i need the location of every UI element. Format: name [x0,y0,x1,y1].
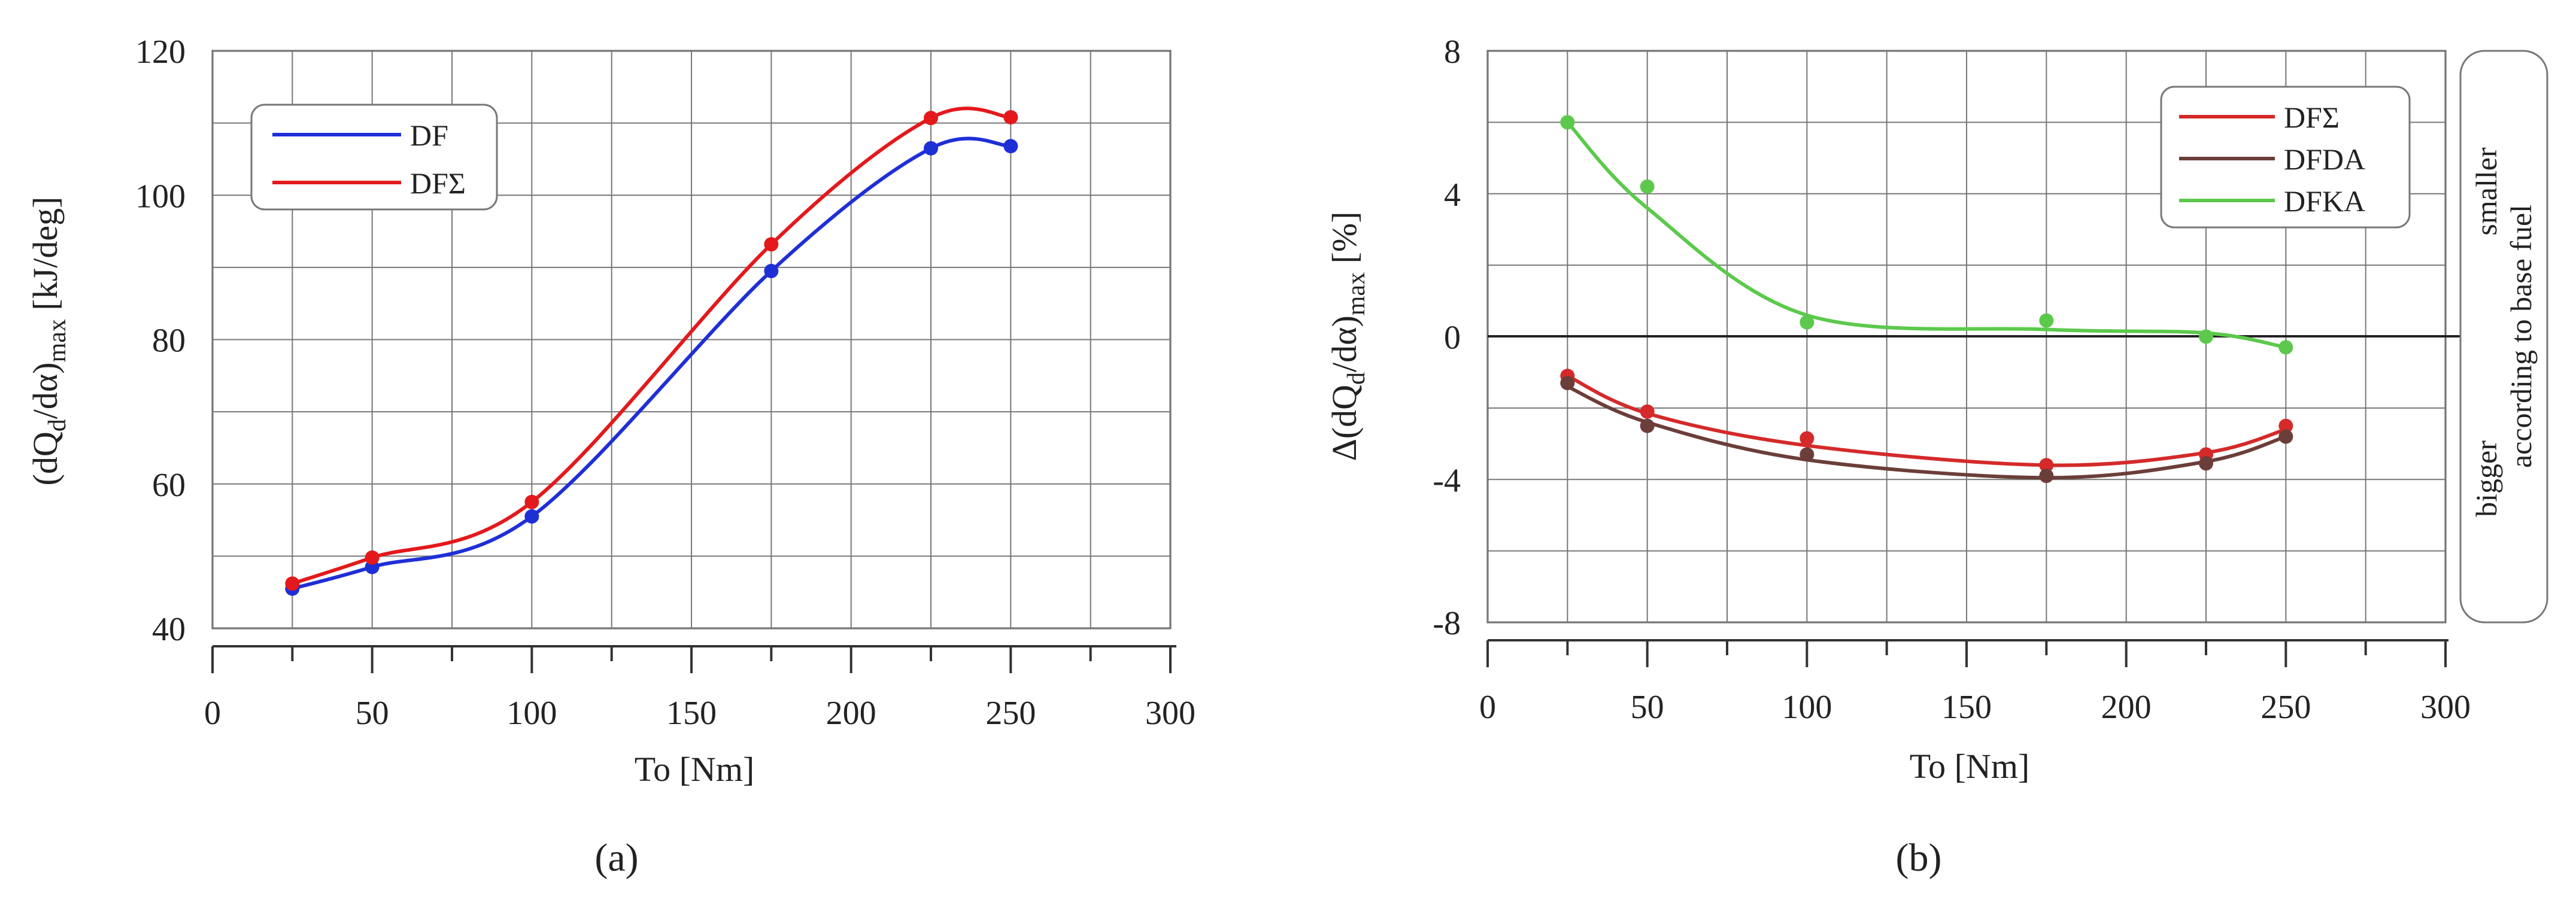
b-point-df- [2039,458,2054,473]
b-x-tick-label: 50 [1631,689,1664,726]
b-point-dfka [1640,179,1655,194]
a-point-df- [924,111,938,126]
chart-b-x-label: To [Nm] [1910,747,2030,786]
chart-b-y-ticks: -8 -4 0 4 8 [1433,34,1461,642]
chart-a-y-label: (dQd/dα)max [kJ/deg] [26,197,71,486]
svg-text:Δ(dQd/dα)max [%]: Δ(dQd/dα)max [%] [1325,211,1370,461]
chart-b-y-label: Δ(dQd/dα)max [%] [1325,211,1370,461]
caption-b: (b) [1896,836,1942,880]
a-x-tick-label: 250 [985,695,1036,732]
legend-label-b-dfda: DFDA [2284,142,2365,176]
b-x-tick-label: 300 [2420,689,2471,726]
a-x-tick-label: 50 [356,695,389,732]
chart-b: 0 50 100 150 200 250 300 -8 -4 0 4 8 To [Nm] Δ(dQd… [1325,34,2548,880]
b-point-dfda [1640,418,1655,433]
b-point-df- [1800,431,1815,446]
a-x-tick-label: 100 [506,695,557,732]
a-point-df [524,509,539,524]
b-point-df- [2278,418,2293,433]
chart-a-series [285,107,1018,596]
legend-label-b-dfsigma: DFΣ [2284,101,2340,134]
svg-text:(dQd/dα)max [kJ/deg]: (dQd/dα)max [kJ/deg] [26,197,71,486]
chart-a-grid [212,50,1171,629]
a-x-tick-label: 0 [204,695,221,732]
b-point-dfda [1560,376,1575,391]
side-label-bigger: bigger [2469,440,2503,517]
b-x-tick-label: 200 [2101,689,2152,726]
side-label-base-fuel: according to base fuel [2504,205,2538,468]
b-x-tick-label: 0 [1479,689,1496,726]
a-y-tick-label: 100 [135,178,186,215]
b-point-dfda [2039,469,2054,484]
b-point-df- [1640,404,1655,419]
a-point-df- [285,576,300,591]
legend-label-b-dfka: DFKA [2284,184,2365,218]
chart-b-series [1560,115,2293,484]
b-point-dfka [2278,340,2293,355]
b-x-tick-label: 150 [1941,689,1992,726]
chart-a-legend: DF DFΣ [250,104,498,211]
a-y-tick-label: 40 [152,611,186,648]
chart-b-x-ticks: 0 50 100 150 200 250 300 [1479,640,2471,726]
b-point-dfka [1560,115,1575,130]
a-x-tick-label: 200 [826,695,876,732]
a-point-df [764,263,779,278]
a-x-tick-label: 150 [666,695,717,732]
b-x-tick-label: 100 [1782,689,1832,726]
b-point-dfka [2039,313,2054,328]
b-point-dfka [1800,315,1815,330]
a-y-tick-label: 80 [152,323,186,360]
b-series-line-dfda [1567,385,2287,480]
chart-b-legend: DFΣ DFDA DFKA [2160,86,2411,229]
b-y-tick-label: -8 [1433,605,1461,642]
b-x-tick-label: 250 [2261,689,2311,726]
a-y-tick-label: 120 [135,34,186,71]
a-x-tick-label: 300 [1145,695,1196,732]
b-y-tick-label: 0 [1444,320,1461,357]
b-point-dfka [2199,329,2213,344]
caption-a: (a) [594,836,638,880]
b-y-tick-label: -4 [1433,462,1461,499]
a-point-df- [1003,110,1018,124]
chart-a-x-ticks: 0 50 100 150 200 250 300 [204,646,1196,732]
a-point-df- [365,550,380,565]
b-series-line-df- [1567,374,2287,467]
chart-a-x-label: To [Nm] [635,750,755,789]
chart-a-y-ticks: 40 60 80 100 120 [135,34,186,648]
b-point-dfda [1800,447,1815,462]
a-y-tick-label: 60 [152,467,186,504]
a-point-df- [524,494,539,509]
b-y-tick-label: 4 [1444,177,1461,214]
side-label-smaller: smaller [2469,147,2503,236]
b-point-dfda [2199,456,2213,471]
b-point-dfda [2278,429,2293,444]
legend-label-df: DF [410,118,448,152]
chart-b-side-panel: smaller bigger according to base fuel [2459,50,2548,624]
a-point-df [1003,139,1018,154]
legend-label-dfsigma: DFΣ [410,166,466,200]
b-y-tick-label: 8 [1444,34,1461,71]
a-point-df- [764,237,779,252]
a-point-df [924,141,938,156]
